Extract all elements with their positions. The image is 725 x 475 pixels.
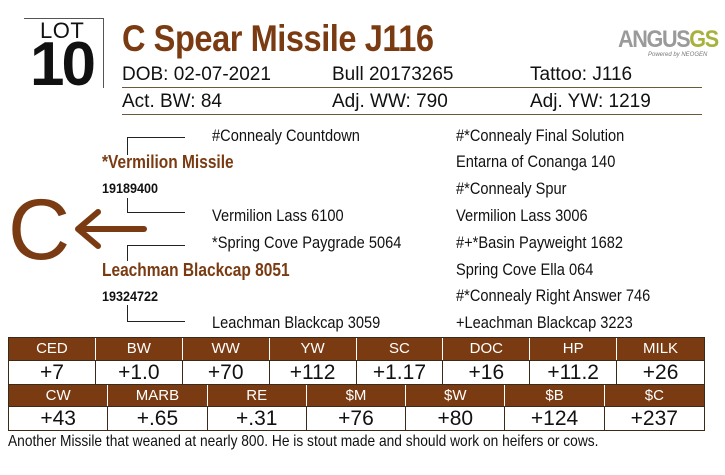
epd-label-cw: CW <box>9 385 109 406</box>
logo-angus: ANGUS <box>618 26 691 53</box>
epd-label-re: RE <box>208 385 307 406</box>
epd-value-doc: +16 <box>443 361 531 384</box>
angus-gs-logo: ANGUSGS Powered by NEOGEN <box>618 26 719 66</box>
epd-value-row-2: +43 +.65 +.31 +76 +80 +124 +237 <box>9 406 704 430</box>
dam-sire: *Spring Cove Paygrade 5064 <box>212 233 402 252</box>
logo-subtitle: Powered by NEOGEN <box>648 52 708 58</box>
ss-dam: Entarna of Conanga 140 <box>456 152 616 171</box>
dob: DOB: 02-07-2021 <box>122 64 271 85</box>
sd-sire: #*Connealy Spur <box>456 179 567 198</box>
lot-bracket <box>24 18 104 88</box>
tattoo: Tattoo: J116 <box>530 64 633 85</box>
sire-name: *Vermilion Missile <box>102 152 234 172</box>
epd-label-dollar-c: $C <box>644 387 664 404</box>
lot-label: LOT <box>40 18 85 43</box>
info-row-2: Act. BW: 84 Adj. WW: 790 Adj. YW: 1219 <box>122 91 702 115</box>
epd-value-sc: +1.17 <box>357 361 444 384</box>
sire-sire: #Connealy Countdown <box>212 126 360 145</box>
adjusted-weaning-weight: Adj. WW: 790 <box>332 91 448 112</box>
dam-registration: 19324722 <box>102 288 159 304</box>
epd-label-doc: DOC <box>443 338 531 360</box>
dam-dam: Leachman Blackcap 3059 <box>212 313 381 332</box>
epd-label-ced: CED <box>9 338 96 360</box>
epd-label-dollar-m: $M <box>307 385 407 406</box>
epd-header-row-2: CW MARB RE $M $W $B $C <box>9 384 704 406</box>
dd-dam: +Leachman Blackcap 3223 <box>456 313 633 332</box>
epd-value-bw: +1.0 <box>96 361 183 384</box>
epd-label-dollar-w: $W <box>406 385 506 406</box>
epd-label-ww: WW <box>183 338 270 360</box>
epd-value-marb: +.65 <box>108 407 208 430</box>
info-row-1: DOB: 02-07-2021 Bull 20173265 Tattoo: J1… <box>122 64 702 88</box>
epd-value-dollar-c: +237 <box>630 407 678 430</box>
logo-wordmark: ANGUSGS <box>618 26 719 54</box>
ped-line-sire-top <box>127 137 185 155</box>
ped-line-sire-bottom <box>127 198 185 213</box>
epd-value-ced: +7 <box>9 361 96 384</box>
ped-line-dam-top <box>127 245 185 261</box>
epd-value-dollar-w: +80 <box>406 407 506 430</box>
epd-label-dollar-b: $B <box>505 385 605 406</box>
ss-sire: #*Connealy Final Solution <box>456 126 625 145</box>
ds-dam: Spring Cove Ella 064 <box>456 260 594 279</box>
epd-value-re: +.31 <box>208 407 307 430</box>
epd-label-milk: MILK <box>643 340 679 357</box>
lot-number: 10 <box>30 30 96 99</box>
epd-label-yw: YW <box>270 338 357 360</box>
comment-text: Another Missile that weaned at nearly 80… <box>8 433 599 450</box>
epd-value-hp: +11.2 <box>530 361 618 384</box>
sire-registration: 19189400 <box>102 180 159 196</box>
epd-header-row-1: CED BW WW YW SC DOC HP MILK <box>9 338 704 360</box>
sire-dam: Vermilion Lass 6100 <box>212 206 344 225</box>
adjusted-yearling-weight: Adj. YW: 1219 <box>530 91 651 112</box>
epd-table: CED BW WW YW SC DOC HP MILK +7 +1.0 +70 +112 +1.17 +… <box>8 337 705 431</box>
sd-dam: Vermilion Lass 3006 <box>456 206 588 225</box>
actual-birth-weight: Act. BW: 84 <box>122 91 222 112</box>
epd-value-dollar-m: +76 <box>307 407 407 430</box>
animal-name: C Spear Missile J116 <box>122 18 434 59</box>
epd-label-hp: HP <box>530 338 618 360</box>
epd-value-dollar-b: +124 <box>505 407 605 430</box>
epd-label-marb: MARB <box>108 385 208 406</box>
epd-value-row-1: +7 +1.0 +70 +112 +1.17 +16 +11.2 +26 <box>9 360 704 384</box>
dd-sire: #*Connealy Right Answer 746 <box>456 286 651 305</box>
epd-value-ww: +70 <box>183 361 270 384</box>
ped-line-dam-bottom <box>127 305 185 322</box>
epd-value-milk: +26 <box>642 361 679 384</box>
epd-label-bw: BW <box>96 338 183 360</box>
ds-sire: #+*Basin Payweight 1682 <box>456 233 624 252</box>
sex-registration: Bull 20173265 <box>332 64 454 85</box>
epd-value-yw: +112 <box>270 361 357 384</box>
logo-gs: GS <box>689 26 719 53</box>
epd-value-cw: +43 <box>9 407 109 430</box>
epd-label-sc: SC <box>357 338 444 360</box>
arrow-left-icon <box>75 209 147 249</box>
dam-name: Leachman Blackcap 8051 <box>102 260 290 280</box>
brand-letter: C <box>8 182 71 278</box>
